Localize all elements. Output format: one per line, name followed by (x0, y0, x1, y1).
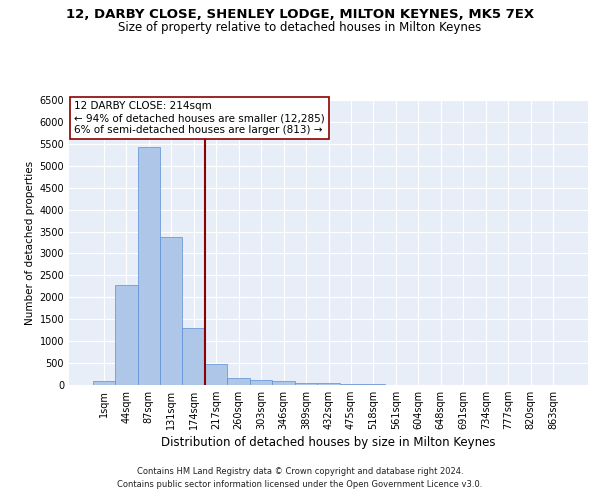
Text: 12 DARBY CLOSE: 214sqm
← 94% of detached houses are smaller (12,285)
6% of semi-: 12 DARBY CLOSE: 214sqm ← 94% of detached… (74, 102, 325, 134)
Bar (250, 380, 272, 385)
Bar (362, 384, 385, 385)
Bar (115, 285, 137, 385)
Bar (182, 328, 205, 385)
Text: Contains HM Land Registry data © Crown copyright and database right 2024.: Contains HM Land Registry data © Crown c… (137, 467, 463, 476)
Bar (92, 382, 115, 385)
X-axis label: Distribution of detached houses by size in Milton Keynes: Distribution of detached houses by size … (161, 436, 496, 450)
Text: 12, DARBY CLOSE, SHENLEY LODGE, MILTON KEYNES, MK5 7EX: 12, DARBY CLOSE, SHENLEY LODGE, MILTON K… (66, 8, 534, 20)
Bar (160, 237, 182, 385)
Bar (340, 384, 362, 385)
Bar (137, 147, 160, 385)
Bar (317, 384, 340, 385)
Bar (272, 382, 295, 385)
Y-axis label: Number of detached properties: Number of detached properties (25, 160, 35, 324)
Text: Size of property relative to detached houses in Milton Keynes: Size of property relative to detached ho… (118, 21, 482, 34)
Bar (205, 364, 227, 385)
Bar (227, 378, 250, 385)
Text: Contains public sector information licensed under the Open Government Licence v3: Contains public sector information licen… (118, 480, 482, 489)
Bar (295, 383, 317, 385)
